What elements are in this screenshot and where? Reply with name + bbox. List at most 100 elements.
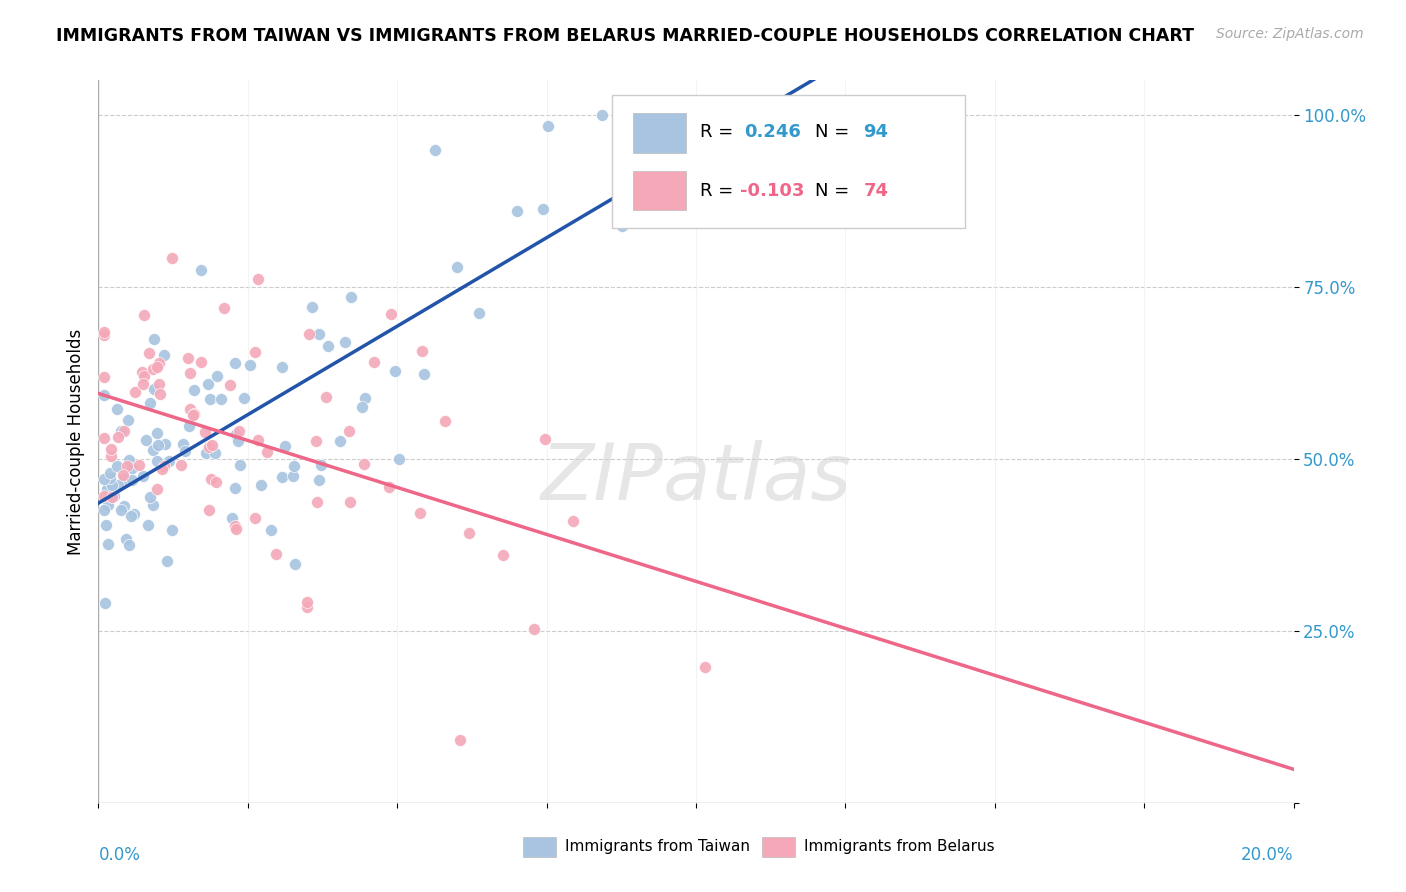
- Point: [249, 477, 271, 491]
- Point: [531, 202, 554, 216]
- Point: [200, 472, 222, 486]
- Point: [693, 660, 716, 674]
- Point: [157, 454, 180, 468]
- Point: [148, 377, 170, 392]
- Point: [354, 391, 377, 405]
- Point: [259, 523, 281, 537]
- Point: [136, 518, 159, 533]
- Point: [211, 392, 233, 406]
- Point: [194, 425, 217, 439]
- Point: [446, 260, 468, 274]
- Bar: [523, 837, 557, 857]
- Point: [103, 489, 125, 503]
- Point: [98, 466, 121, 480]
- Point: [229, 458, 252, 472]
- Point: [93, 431, 115, 445]
- Point: [96, 482, 118, 496]
- Point: [316, 339, 339, 353]
- Point: [153, 437, 176, 451]
- Point: [308, 326, 330, 341]
- Point: [224, 356, 246, 370]
- Point: [308, 473, 330, 487]
- Point: [112, 424, 135, 438]
- Point: [271, 359, 294, 374]
- Point: [139, 396, 162, 410]
- Point: [256, 445, 278, 459]
- FancyBboxPatch shape: [613, 95, 965, 228]
- Bar: [762, 837, 796, 857]
- Point: [135, 433, 157, 447]
- Point: [221, 511, 243, 525]
- Point: [353, 457, 375, 471]
- Point: [315, 390, 337, 404]
- Text: Source: ZipAtlas.com: Source: ZipAtlas.com: [1216, 27, 1364, 41]
- Point: [433, 414, 456, 428]
- Point: [218, 378, 240, 392]
- Point: [93, 489, 115, 503]
- Point: [246, 433, 269, 447]
- Point: [155, 554, 177, 568]
- Point: [458, 525, 481, 540]
- Point: [111, 468, 134, 483]
- Point: [110, 424, 132, 438]
- Point: [284, 557, 307, 571]
- Point: [233, 391, 256, 405]
- Point: [305, 495, 328, 509]
- Point: [183, 383, 205, 397]
- Point: [337, 424, 360, 438]
- Point: [197, 376, 219, 391]
- Point: [117, 412, 139, 426]
- Point: [105, 458, 128, 473]
- Point: [149, 387, 172, 401]
- Point: [205, 368, 228, 383]
- Point: [112, 472, 135, 486]
- Point: [101, 478, 124, 492]
- Point: [297, 595, 319, 609]
- Point: [97, 499, 120, 513]
- Text: Immigrants from Taiwan: Immigrants from Taiwan: [565, 839, 749, 855]
- Point: [142, 443, 165, 458]
- Point: [148, 437, 170, 451]
- Text: ZIPatlas: ZIPatlas: [540, 440, 852, 516]
- Point: [134, 308, 156, 322]
- Point: [274, 439, 297, 453]
- Point: [380, 307, 402, 321]
- Point: [97, 537, 120, 551]
- Point: [142, 361, 165, 376]
- Point: [146, 482, 169, 496]
- Point: [225, 522, 247, 536]
- Point: [340, 290, 363, 304]
- Point: [377, 480, 399, 494]
- Point: [143, 382, 166, 396]
- Point: [409, 506, 432, 520]
- Point: [610, 219, 633, 233]
- Point: [93, 472, 115, 486]
- Point: [388, 451, 411, 466]
- Point: [146, 425, 169, 440]
- Point: [283, 459, 305, 474]
- Point: [100, 450, 122, 464]
- Text: Immigrants from Belarus: Immigrants from Belarus: [804, 839, 994, 855]
- Text: -0.103: -0.103: [740, 182, 804, 200]
- Point: [122, 507, 145, 521]
- Point: [264, 547, 287, 561]
- Point: [204, 446, 226, 460]
- Point: [363, 355, 385, 369]
- Point: [93, 370, 115, 384]
- Text: N =: N =: [815, 123, 855, 141]
- Text: R =: R =: [700, 123, 738, 141]
- Point: [132, 368, 155, 383]
- Point: [492, 548, 515, 562]
- Point: [179, 366, 201, 380]
- Point: [150, 462, 173, 476]
- Point: [562, 514, 585, 528]
- Text: 0.246: 0.246: [744, 123, 800, 141]
- Point: [190, 354, 212, 368]
- Point: [239, 358, 262, 372]
- Point: [212, 301, 235, 316]
- Point: [120, 508, 142, 523]
- Point: [174, 443, 197, 458]
- Point: [301, 301, 323, 315]
- Point: [146, 359, 169, 374]
- Point: [228, 424, 250, 438]
